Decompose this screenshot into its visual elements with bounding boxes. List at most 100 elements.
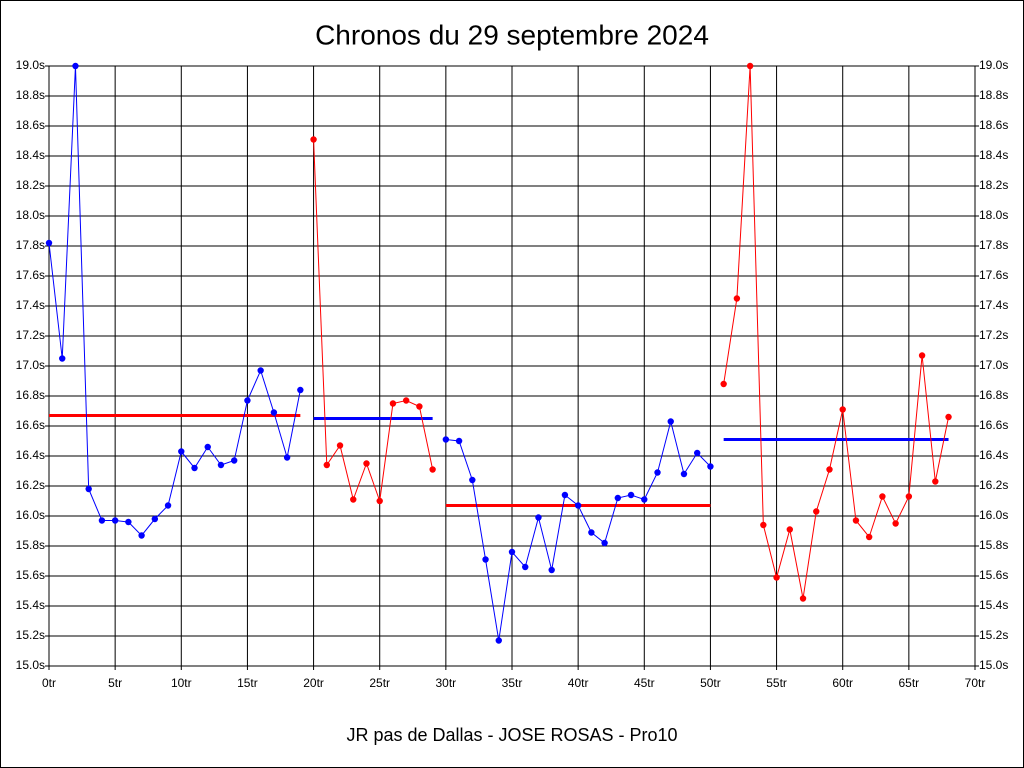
data-point <box>733 295 741 302</box>
data-point <box>164 502 172 509</box>
y-tick-label: 15.8s <box>16 538 45 552</box>
y2-tick-label: 15.8s <box>979 538 1008 552</box>
x-tick-label: 10tr <box>171 676 192 690</box>
data-point <box>416 403 423 410</box>
data-point <box>799 595 807 602</box>
data-point <box>601 539 608 547</box>
series-line <box>48 65 301 537</box>
data-point <box>283 454 291 461</box>
data-point <box>336 442 344 449</box>
y2-tick-label: 17.4s <box>979 298 1008 312</box>
data-point <box>244 397 251 404</box>
data-point <box>561 491 569 499</box>
data-point <box>852 517 860 524</box>
y2-tick-label: 18.8s <box>979 88 1008 102</box>
y-tick-label: 15.6s <box>16 568 45 582</box>
data-point <box>310 136 317 143</box>
x-tick-label: 5tr <box>108 676 122 690</box>
y2-tick-label: 18.6s <box>979 118 1008 132</box>
x-tick-label: 55tr <box>766 676 787 690</box>
data-point <box>746 62 754 70</box>
y2-tick-label: 18.0s <box>979 208 1008 222</box>
data-point <box>641 496 648 503</box>
data-point <box>535 514 542 521</box>
data-point <box>879 493 886 500</box>
data-point <box>402 397 410 404</box>
y-tick-label: 19.0s <box>16 58 45 72</box>
y-tick-label: 17.6s <box>16 268 45 282</box>
data-point <box>429 466 436 473</box>
series-line <box>723 65 950 599</box>
data-point <box>588 529 595 536</box>
data-point <box>813 508 820 515</box>
data-point <box>482 556 489 563</box>
data-point <box>455 437 463 445</box>
data-point <box>59 355 66 362</box>
y2-tick-label: 16.0s <box>979 508 1008 522</box>
x-tick-label: 70tr <box>965 676 986 690</box>
data-point <box>125 518 132 526</box>
y-tick-label: 17.8s <box>16 238 45 252</box>
data-point <box>773 574 780 581</box>
data-point <box>680 470 688 478</box>
data-point <box>204 443 211 451</box>
y2-tick-label: 19.0s <box>979 58 1008 72</box>
x-tick-label: 50tr <box>700 676 721 690</box>
y2-tick-label: 16.2s <box>979 478 1008 492</box>
data-point <box>495 637 502 644</box>
y-tick-label: 18.4s <box>16 148 45 162</box>
data-point <box>178 448 185 455</box>
y-tick-label: 18.6s <box>16 118 45 132</box>
data-point <box>667 418 674 425</box>
data-point <box>297 386 304 394</box>
y2-tick-label: 17.6s <box>979 268 1008 282</box>
y-tick-label: 15.2s <box>16 628 45 642</box>
data-point <box>574 502 582 509</box>
y2-tick-label: 17.2s <box>979 328 1008 342</box>
y-tick-label: 17.0s <box>16 358 45 372</box>
data-point <box>323 461 330 469</box>
data-point <box>945 413 952 421</box>
data-point <box>442 436 450 443</box>
data-point <box>892 520 899 527</box>
y-tick-label: 15.4s <box>16 598 45 612</box>
x-axis-label: JR pas de Dallas - JOSE ROSAS - Pro10 <box>346 725 677 745</box>
data-point <box>111 517 119 524</box>
data-point <box>257 367 264 374</box>
y-tick-label: 15.0s <box>16 658 45 672</box>
y2-tick-label: 16.6s <box>979 418 1008 432</box>
data-point <box>508 548 516 556</box>
y2-tick-label: 15.6s <box>979 568 1008 582</box>
y-tick-label: 16.6s <box>16 418 45 432</box>
y-tick-label: 16.8s <box>16 388 45 402</box>
data-point <box>654 469 661 476</box>
y2-tick-label: 15.2s <box>979 628 1008 642</box>
data-point <box>627 491 635 499</box>
y2-tick-label: 17.0s <box>979 358 1008 372</box>
data-point <box>217 461 225 469</box>
data-point <box>826 466 833 473</box>
y2-tick-label: 18.2s <box>979 178 1008 192</box>
y-tick-label: 16.2s <box>16 478 45 492</box>
data-point <box>469 476 476 484</box>
series-line <box>313 139 434 502</box>
data-point <box>918 352 926 359</box>
data-point <box>760 521 767 529</box>
data-point <box>138 532 145 539</box>
x-tick-label: 25tr <box>369 676 390 690</box>
y2-tick-label: 15.4s <box>979 598 1008 612</box>
data-point <box>839 406 846 413</box>
y-tick-label: 16.0s <box>16 508 45 522</box>
data-point <box>191 464 198 472</box>
y2-tick-label: 17.8s <box>979 238 1008 252</box>
data-point <box>350 496 357 503</box>
data-point <box>151 515 159 523</box>
y2-tick-label: 16.4s <box>979 448 1008 462</box>
y-tick-label: 17.4s <box>16 298 45 312</box>
x-tick-label: 35tr <box>502 676 523 690</box>
data-point <box>707 463 714 470</box>
x-tick-label: 45tr <box>634 676 655 690</box>
x-tick-label: 0tr <box>42 676 56 690</box>
